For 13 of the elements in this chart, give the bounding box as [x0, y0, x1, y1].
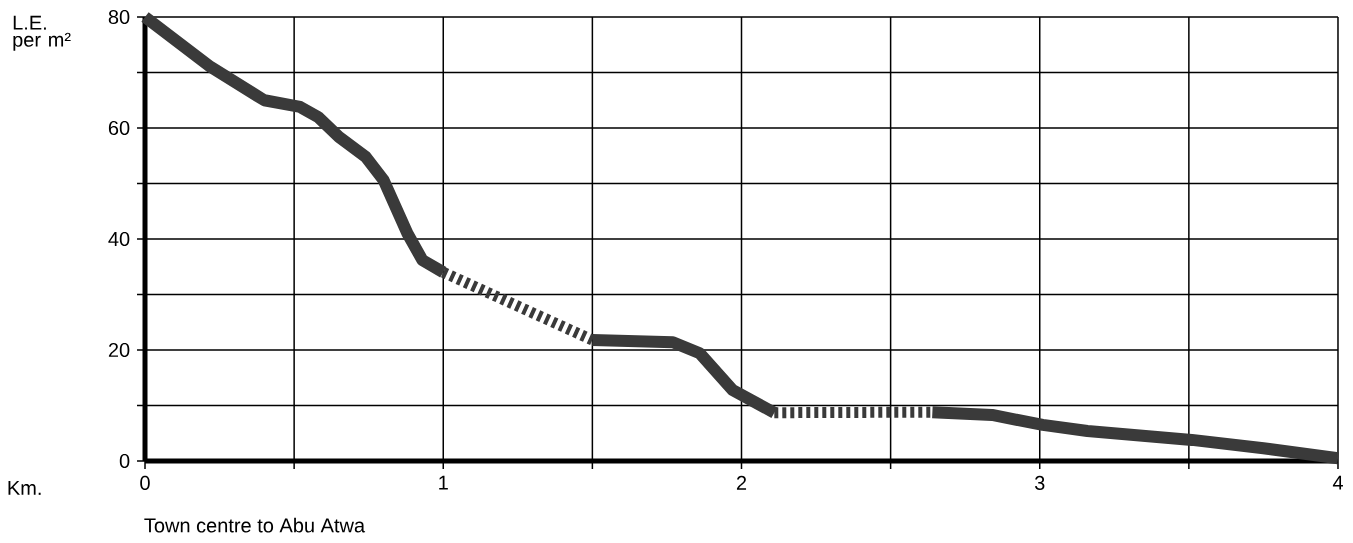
text: Km.: [8, 481, 41, 495]
x-tick-label: 0: [140, 475, 150, 491]
y-axis-title: L.E. per m²: [13, 15, 71, 51]
y-tick-label: 40: [108, 231, 130, 247]
x-tick-label: 1: [439, 475, 448, 490]
x-tick-label: 3: [1034, 475, 1045, 491]
x-tick-label: 4: [1332, 475, 1343, 490]
x-axis-title: Town centre to Abu Atwa: [144, 517, 366, 533]
y-tick-label: 60: [108, 120, 130, 136]
y-tick-label: 20: [108, 342, 130, 358]
x-tick-label: 2: [736, 475, 747, 490]
y-tick-label: 80: [108, 9, 130, 25]
y-tick-label: 0: [119, 453, 130, 469]
